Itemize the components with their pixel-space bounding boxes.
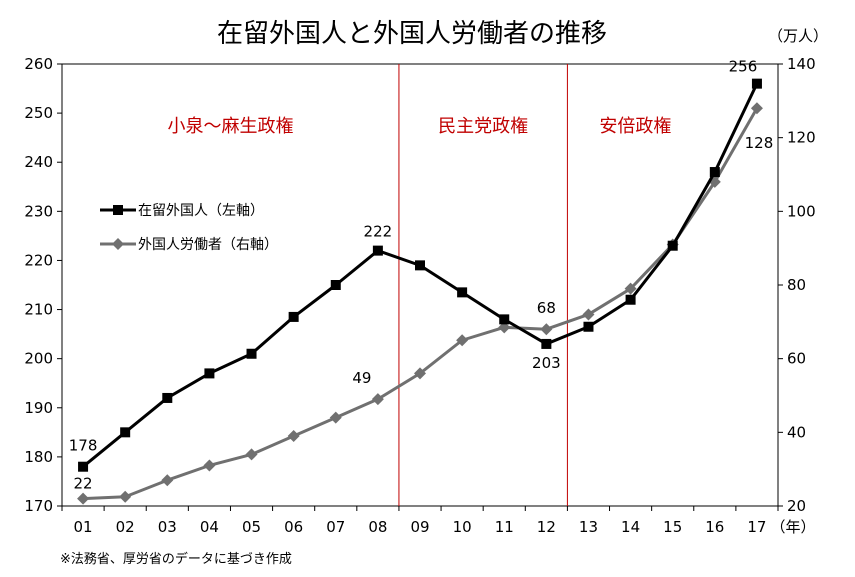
series-line	[82, 107, 759, 501]
data-label: 256	[729, 58, 758, 76]
data-point	[415, 260, 425, 271]
data-label: 22	[74, 475, 93, 493]
data-point	[540, 323, 553, 336]
data-label: 68	[537, 299, 556, 317]
data-point	[162, 392, 173, 403]
data-point	[583, 321, 594, 332]
y-right-tick-label: 100	[787, 202, 816, 220]
data-label: 178	[69, 437, 98, 455]
y-right-unit-label: （万人）	[768, 27, 828, 45]
data-point	[457, 287, 468, 298]
era-label: 民主党政権	[438, 116, 528, 137]
x-tick-label: 08	[368, 518, 387, 536]
data-point	[330, 280, 341, 290]
data-point	[246, 348, 257, 359]
legend: 在留外国人（左軸） 外国人労働者（右軸）	[100, 203, 278, 253]
x-unit-label: （年）	[770, 518, 815, 536]
x-tick-label: 09	[410, 518, 429, 536]
data-label: 203	[532, 354, 561, 372]
data-point	[77, 492, 90, 505]
x-tick-label: 15	[663, 518, 682, 536]
y-left-tick-label: 250	[24, 104, 53, 122]
data-point	[414, 367, 426, 380]
data-point	[624, 282, 637, 295]
era-label: 安倍政権	[599, 116, 671, 137]
data-point	[329, 411, 342, 424]
x-tick-label: 16	[705, 518, 724, 536]
data-point	[120, 427, 131, 438]
y-right-tick-label: 80	[787, 276, 806, 294]
data-point	[750, 102, 763, 115]
x-tick-label: 05	[242, 518, 261, 536]
x-tick-label: 17	[747, 518, 766, 536]
x-tick-label: 03	[158, 518, 177, 536]
y-left-tick-label: 170	[24, 497, 53, 515]
data-point	[119, 490, 132, 503]
data-point	[112, 238, 124, 250]
y-right-tick-label: 20	[787, 497, 806, 515]
series-group	[77, 78, 763, 505]
x-tick-label: 11	[495, 518, 514, 536]
y-right-tick-label: 60	[787, 350, 806, 368]
data-point	[456, 334, 469, 347]
chart-title: 在留外国人と外国人労働者の推移	[217, 19, 607, 49]
x-tick-label: 13	[579, 518, 598, 536]
y-left-tick-label: 220	[24, 251, 53, 269]
series-line	[82, 82, 759, 468]
era-markers: 小泉～麻生政権 民主党政権 安倍政権	[167, 64, 671, 506]
data-point	[499, 314, 510, 325]
x-tick-label: 12	[537, 518, 556, 536]
y-left-tick-label: 260	[24, 55, 53, 73]
data-point	[541, 338, 552, 349]
y-right-tick-label: 140	[787, 55, 816, 73]
y-left-tick-label: 240	[24, 153, 53, 171]
data-point	[78, 461, 89, 472]
data-point	[287, 430, 300, 443]
x-tick-label: 07	[326, 518, 345, 536]
y-left-tick-label: 210	[24, 301, 53, 319]
y-left-tick-label: 230	[24, 202, 53, 220]
era-label: 小泉～麻生政権	[167, 116, 293, 137]
x-tick-label: 06	[284, 518, 303, 536]
data-point	[667, 240, 678, 251]
data-point	[113, 205, 123, 215]
x-tick-label: 04	[200, 518, 219, 536]
y-left-tick-label: 200	[24, 350, 53, 368]
x-tick-label: 14	[621, 518, 640, 536]
y-left-tick-label: 180	[24, 448, 53, 466]
data-point	[751, 78, 762, 89]
source-note: ※法務省、厚労省のデータに基づき作成	[60, 551, 292, 567]
data-point	[582, 308, 595, 321]
data-point	[203, 459, 216, 472]
data-point	[709, 167, 720, 178]
data-point	[371, 393, 384, 406]
data-point	[161, 474, 174, 487]
data-point	[245, 448, 258, 461]
legend-label: 外国人労働者（右軸）	[138, 237, 278, 253]
y-left-tick-label: 190	[24, 399, 53, 417]
data-point	[204, 368, 215, 379]
data-label: 49	[352, 369, 371, 387]
data-label: 222	[364, 223, 393, 241]
x-tick-label: 01	[74, 518, 93, 536]
y-right-tick-label: 40	[787, 423, 806, 441]
y-right-tick-label: 120	[787, 129, 816, 147]
data-point	[288, 311, 299, 322]
legend-label: 在留外国人（左軸）	[138, 203, 264, 219]
data-point	[625, 294, 636, 305]
axes: 170 180 190 200 210 220 230 240 250 260 20 40 60 80 10…	[24, 27, 828, 536]
data-label: 128	[745, 134, 774, 152]
data-labels: 178 222 203 256 22 49 68 128	[69, 58, 774, 493]
data-point	[372, 245, 383, 256]
x-tick-label: 02	[116, 518, 135, 536]
x-tick-label: 10	[453, 518, 472, 536]
